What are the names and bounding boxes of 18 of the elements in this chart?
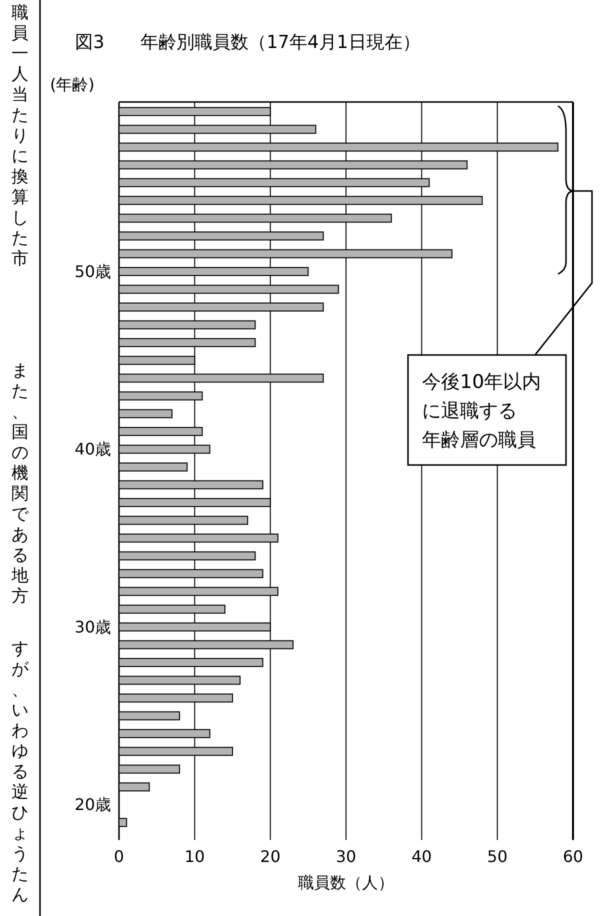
x-tick-label: 10	[184, 847, 205, 866]
y-tick-label: 20歳	[74, 795, 111, 814]
y-tick-label: 40歳	[74, 440, 111, 459]
text: 職員一人当たりに換算した市	[12, 3, 28, 269]
text: すが、いわゆる逆ひょうたん	[12, 639, 28, 905]
y-tick-label: 30歳	[74, 617, 111, 636]
x-tick-label: 20	[260, 847, 281, 866]
x-tick-label: 60	[562, 847, 584, 866]
annotation: 今後10年以内に退職する年齢層の職員	[422, 371, 542, 451]
x-tick-label: 40	[411, 847, 432, 866]
x-tick-label: 30	[336, 847, 356, 866]
text: また、国の機関である地方	[12, 361, 28, 606]
x-tick-label: 0	[114, 847, 124, 866]
x-axis-title: 職員数（人）	[298, 873, 394, 892]
x-tick-label: 50	[487, 847, 508, 866]
y-tick-label: 50歳	[74, 262, 111, 282]
y-axis-title: (年齢)	[50, 75, 94, 94]
chart-title: 図3 年齢別職員数（17年4月1日現在）	[75, 32, 420, 53]
